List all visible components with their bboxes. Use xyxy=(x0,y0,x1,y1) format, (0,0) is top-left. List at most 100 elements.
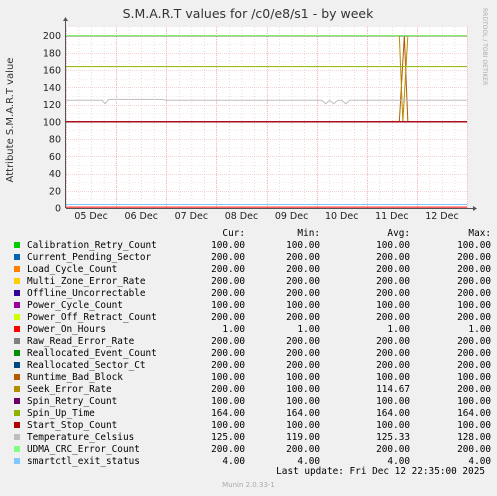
legend-max-value: 1.00 xyxy=(468,324,491,335)
legend-swatch xyxy=(14,302,20,308)
legend-row: Start_Stop_Count 100.00 100.00 100.00 100.00 xyxy=(12,420,492,432)
legend-cur-value: 200.00 xyxy=(211,264,245,275)
last-update: Last update: Fri Dec 12 22:35:00 2025 xyxy=(276,466,485,477)
x-tick-label: 05 Dec xyxy=(74,211,108,222)
legend-row: smartctl_exit_status 4.00 4.00 4.00 4.00 xyxy=(12,456,492,468)
legend-min-value: 100.00 xyxy=(286,300,320,311)
legend-max-value: 200.00 xyxy=(457,384,491,395)
series-layer xyxy=(66,35,467,208)
x-tick-label: 07 Dec xyxy=(175,211,209,222)
legend-row: Calibration_Retry_Count 100.00 100.00 100.0… xyxy=(12,240,492,252)
legend-avg-value: 1.00 xyxy=(387,324,410,335)
header-cur: Cur: xyxy=(222,228,245,239)
legend-swatch xyxy=(14,278,20,284)
legend-min-value: 119.00 xyxy=(286,432,320,443)
legend-swatch xyxy=(14,386,20,392)
legend-cur-value: 200.00 xyxy=(211,384,245,395)
legend-row: Reallocated_Sector_Ct 200.00 200.00 200.00 2… xyxy=(12,360,492,372)
legend-swatch xyxy=(14,458,20,464)
y-tick-label: 80 xyxy=(49,135,61,146)
legend-header: Cur: Min: Avg: Max: xyxy=(12,228,492,240)
legend-avg-value: 100.00 xyxy=(376,240,410,251)
legend-series-name: Reallocated_Sector_Ct xyxy=(27,360,146,371)
legend-cur-value: 125.00 xyxy=(211,432,245,443)
legend-avg-value: 200.00 xyxy=(376,252,410,263)
legend-max-value: 200.00 xyxy=(457,444,491,455)
legend-max-value: 200.00 xyxy=(457,312,491,323)
legend-min-value: 100.00 xyxy=(286,240,320,251)
legend-cur-value: 200.00 xyxy=(211,312,245,323)
legend-max-value: 164.00 xyxy=(457,408,491,419)
legend-swatch xyxy=(14,422,20,428)
y-tick-label: 40 xyxy=(49,169,61,180)
series-line-temperature-celsius xyxy=(66,98,467,105)
legend-series-name: Power_Off_Retract_Count xyxy=(27,312,157,323)
y-tick-label: 0 xyxy=(55,204,61,215)
legend-max-value: 100.00 xyxy=(457,420,491,431)
rrdtool-watermark: RRDTOOL / TOBI OETIKER xyxy=(481,8,488,85)
legend-avg-value: 114.67 xyxy=(376,384,410,395)
legend-max-value: 100.00 xyxy=(457,300,491,311)
legend-cur-value: 1.00 xyxy=(222,324,245,335)
legend-series-name: Spin_Retry_Count xyxy=(27,396,118,407)
y-tick-labels: 0 20 40 60 80 100 120 140 160 180 200 xyxy=(43,31,61,214)
legend-cur-value: 100.00 xyxy=(211,240,245,251)
legend-avg-value: 200.00 xyxy=(376,336,410,347)
legend-swatch xyxy=(14,338,20,344)
legend-swatch xyxy=(14,398,20,404)
y-tick-label: 180 xyxy=(43,48,61,59)
legend-avg-value: 200.00 xyxy=(376,264,410,275)
legend-row: UDMA_CRC_Error_Count 200.00 200.00 200.00 20… xyxy=(12,444,492,456)
legend-avg-value: 164.00 xyxy=(376,408,410,419)
legend-row: Seek_Error_Rate 200.00 100.00 114.67 200.00 xyxy=(12,384,492,396)
legend-row: Temperature_Celsius 125.00 119.00 125.33 128… xyxy=(12,432,492,444)
legend-cur-value: 200.00 xyxy=(211,288,245,299)
y-tick-label: 20 xyxy=(49,186,61,197)
legend-swatch xyxy=(14,350,20,356)
legend-max-value: 128.00 xyxy=(457,432,491,443)
legend-max-value: 200.00 xyxy=(457,264,491,275)
x-tick-label: 08 Dec xyxy=(225,211,259,222)
x-tick-labels: 05 Dec 06 Dec 07 Dec 08 Dec 09 Dec 10 Dec 11 D… xyxy=(74,211,458,222)
x-tick-label: 09 Dec xyxy=(275,211,309,222)
x-tick-label: 12 Dec xyxy=(425,211,459,222)
legend-max-value: 100.00 xyxy=(457,372,491,383)
y-tick-label: 60 xyxy=(49,152,61,163)
legend-row: Raw_Read_Error_Rate 200.00 200.00 200.00 200… xyxy=(12,336,492,348)
header-min: Min: xyxy=(297,228,320,239)
legend-series-name: Reallocated_Event_Count xyxy=(27,348,157,359)
legend-series-name: Multi_Zone_Error_Rate xyxy=(27,276,146,287)
legend-series-name: Power_On_Hours xyxy=(27,324,107,335)
legend-max-value: 200.00 xyxy=(457,348,491,359)
legend-avg-value: 200.00 xyxy=(376,312,410,323)
legend-min-value: 200.00 xyxy=(286,312,320,323)
legend-avg-value: 100.00 xyxy=(376,396,410,407)
legend-row: Spin_Retry_Count 100.00 100.00 100.00 100.00 xyxy=(12,396,492,408)
legend-avg-value: 200.00 xyxy=(376,360,410,371)
legend-cur-value: 200.00 xyxy=(211,348,245,359)
legend-cur-value: 100.00 xyxy=(211,396,245,407)
legend-min-value: 4.00 xyxy=(297,456,320,467)
legend-min-value: 200.00 xyxy=(286,252,320,263)
y-tick-label: 200 xyxy=(43,31,61,42)
legend-row: Power_Cycle_Count 100.00 100.00 100.00 100.0… xyxy=(12,300,492,312)
legend-row: Power_Off_Retract_Count 200.00 200.00 200.0… xyxy=(12,312,492,324)
legend-min-value: 200.00 xyxy=(286,264,320,275)
legend-series-name: Calibration_Retry_Count xyxy=(27,240,157,251)
legend-min-value: 1.00 xyxy=(297,324,320,335)
legend-max-value: 200.00 xyxy=(457,252,491,263)
legend-avg-value: 125.33 xyxy=(376,432,410,443)
legend-min-value: 200.00 xyxy=(286,276,320,287)
legend-swatch xyxy=(14,242,20,248)
x-tick-label: 11 Dec xyxy=(375,211,409,222)
legend-series-name: Seek_Error_Rate xyxy=(27,384,112,395)
legend-max-value: 100.00 xyxy=(457,240,491,251)
legend-series-name: Load_Cycle_Count xyxy=(27,264,118,275)
y-axis-label: Attribute S.M.A.R.T value xyxy=(5,58,16,183)
munin-version: Munin 2.0.33-1 xyxy=(222,481,275,489)
legend-row: Load_Cycle_Count 200.00 200.00 200.00 200.00 xyxy=(12,264,492,276)
legend-swatch xyxy=(14,254,20,260)
legend-avg-value: 200.00 xyxy=(376,444,410,455)
axes xyxy=(63,17,477,211)
header-avg: Avg: xyxy=(387,228,410,239)
